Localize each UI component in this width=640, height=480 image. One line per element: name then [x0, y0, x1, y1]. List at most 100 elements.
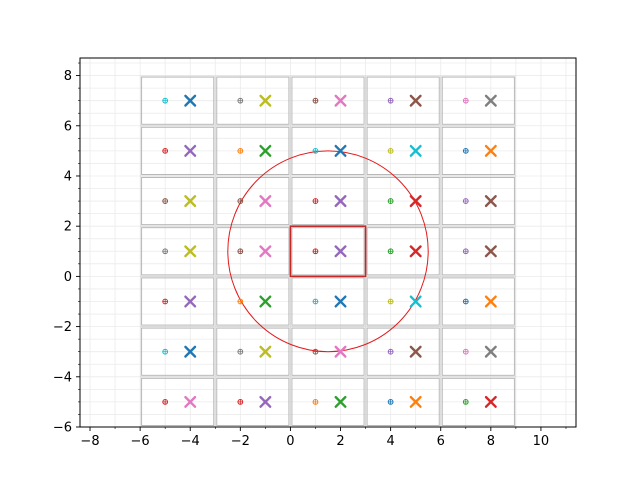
small-point: [387, 97, 394, 104]
large-point-stroke: [484, 345, 497, 358]
small-point: [162, 248, 169, 255]
small-point: [162, 348, 169, 355]
small-point: [387, 248, 394, 255]
y-tick-label: 4: [64, 169, 72, 184]
cell-frame-outer: [440, 125, 516, 176]
large-point: [334, 295, 347, 308]
cell-frame: [216, 126, 290, 175]
cell-frame-outer: [140, 326, 216, 377]
large-point-stroke: [259, 345, 272, 358]
cell-frame-outer: [140, 276, 216, 327]
cell-frame-outer: [365, 125, 441, 176]
large-point: [334, 144, 347, 157]
large-point-stroke: [259, 195, 272, 208]
cell-frame: [366, 377, 440, 426]
small-point: [462, 298, 469, 305]
x-tick-label: −2: [231, 434, 250, 449]
large-point-stroke: [409, 395, 422, 408]
small-point: [237, 248, 244, 255]
small-point: [312, 147, 319, 154]
large-point: [184, 195, 197, 208]
cell-frame-outer: [140, 125, 216, 176]
x-tick-label: 8: [487, 434, 495, 449]
small-point: [162, 398, 169, 405]
large-point: [409, 395, 422, 408]
cell-frame: [366, 76, 440, 125]
x-tick-label: −8: [80, 434, 99, 449]
large-point-stroke: [184, 195, 197, 208]
cell-frame: [141, 76, 215, 125]
cell-frame-outer: [215, 125, 291, 176]
small-point: [312, 248, 319, 255]
large-point: [184, 395, 197, 408]
small-point: [237, 398, 244, 405]
cell-frame: [216, 277, 290, 326]
small-point: [387, 198, 394, 204]
small-point: [312, 398, 319, 405]
cell-frame: [216, 227, 290, 276]
cell-frame: [216, 177, 290, 226]
large-point-stroke: [259, 395, 272, 408]
small-point: [312, 198, 319, 204]
x-tick-label: 6: [437, 434, 445, 449]
x-tick-label: −6: [131, 434, 150, 449]
large-point-stroke: [334, 345, 347, 358]
axis-ticks: −8 −6 −4 −2 0 2 4 6 8 10 −6 −4 −2 0 2 4 6 8: [53, 62, 567, 449]
cell-frame-outer: [215, 326, 291, 377]
large-point: [484, 295, 497, 308]
cell-frame-outer: [290, 326, 366, 377]
small-point: [462, 147, 469, 154]
large-point-stroke: [259, 245, 272, 258]
large-point: [184, 144, 197, 157]
cell-frame-outer: [215, 276, 291, 327]
y-tick-label: 0: [64, 270, 72, 285]
large-point: [259, 295, 272, 308]
cell-frame: [216, 377, 290, 426]
cell-frame-outer: [140, 75, 216, 126]
small-point: [312, 348, 319, 355]
large-point-stroke: [184, 94, 197, 107]
large-point-stroke: [184, 395, 197, 408]
data-points: [162, 94, 497, 408]
small-point: [387, 348, 394, 355]
small-point: [162, 298, 169, 305]
large-point-stroke: [484, 395, 497, 408]
large-point: [259, 195, 272, 208]
cell-frame: [141, 227, 215, 276]
large-point: [334, 345, 347, 358]
large-point-stroke: [334, 395, 347, 408]
grid-lines: [80, 58, 576, 428]
large-point-stroke: [334, 245, 347, 258]
cell-frame: [141, 177, 215, 226]
large-point: [484, 195, 497, 208]
large-point-stroke: [409, 245, 422, 258]
cell-frame-outer: [365, 175, 441, 227]
cell-frame: [441, 126, 515, 175]
axes-frame: [79, 57, 577, 428]
cell-frame: [291, 76, 365, 125]
large-point-stroke: [334, 295, 347, 308]
large-point-stroke: [334, 195, 347, 208]
small-point: [462, 198, 469, 204]
cell-frame: [441, 277, 515, 326]
cell-frame: [291, 177, 365, 226]
small-point: [387, 398, 394, 405]
large-point: [484, 395, 497, 408]
x-tick-label: 2: [336, 434, 344, 449]
cell-frame-outer: [215, 175, 291, 227]
large-point-stroke: [184, 144, 197, 157]
small-point: [162, 198, 169, 204]
large-point: [184, 295, 197, 308]
large-point-stroke: [259, 295, 272, 308]
large-point: [409, 195, 422, 208]
large-point: [484, 94, 497, 107]
large-point-stroke: [484, 94, 497, 107]
large-point-stroke: [409, 94, 422, 107]
large-point: [259, 94, 272, 107]
highlight-layer: [289, 225, 367, 278]
cell-frame: [366, 177, 440, 226]
cell-frame: [216, 327, 290, 376]
cell-frame-outer: [365, 75, 441, 126]
large-point: [409, 295, 422, 308]
